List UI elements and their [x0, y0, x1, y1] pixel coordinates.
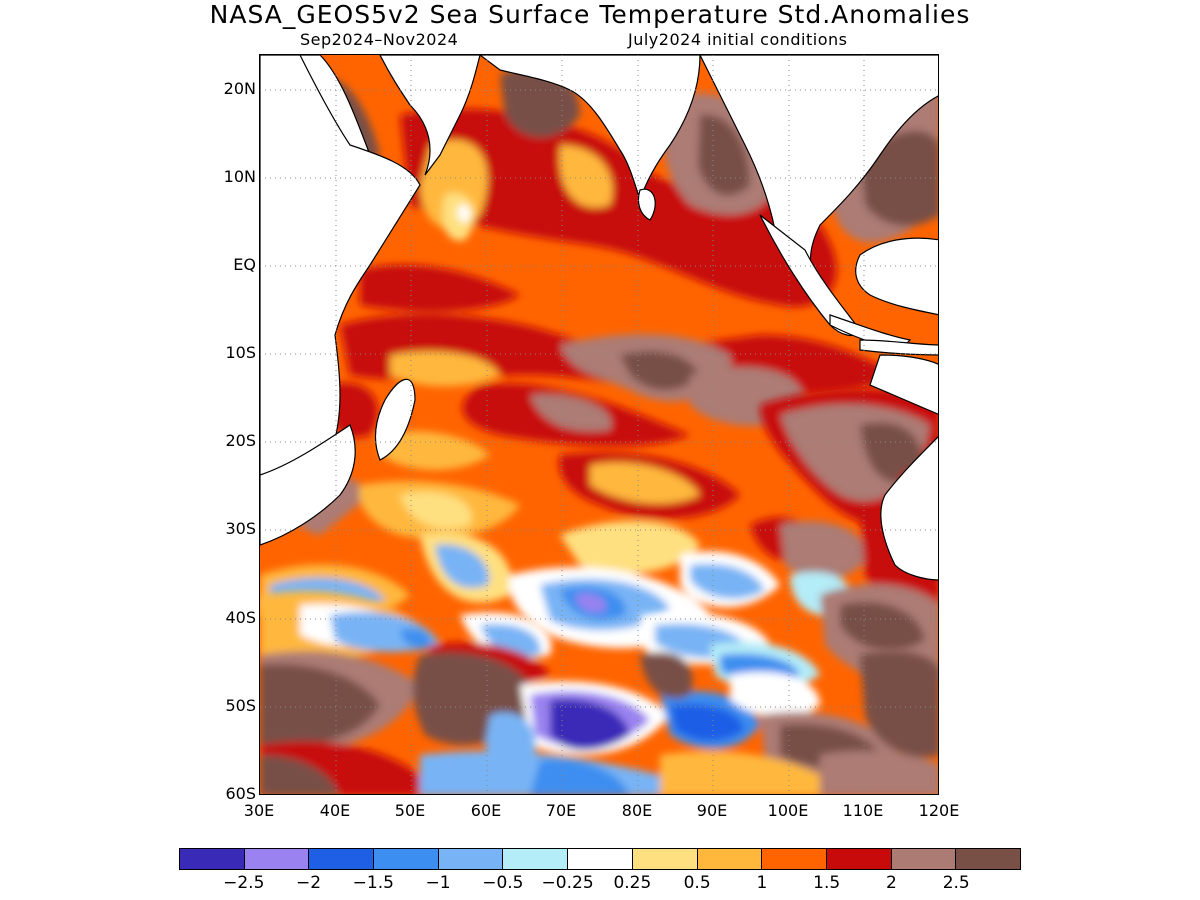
lat-label-30s: 30S — [225, 519, 256, 538]
lon-label-100e: 100E — [767, 801, 809, 820]
initial-conditions: July2024 initial conditions — [628, 30, 848, 49]
lat-label-10s: 10S — [225, 343, 256, 362]
colorbar-swatch — [309, 849, 375, 869]
land — [260, 55, 938, 581]
lon-label-30e: 30E — [243, 801, 275, 820]
colorbar-swatch — [826, 849, 892, 869]
colorbar-swatch — [438, 849, 504, 869]
colorbar-label: 1.5 — [813, 873, 841, 893]
colorbar — [179, 848, 1021, 870]
south-anomalies — [260, 388, 938, 683]
colorbar-label: −2 — [296, 873, 322, 893]
lon-label-70e: 70E — [545, 801, 577, 820]
colorbar-swatch — [180, 849, 245, 869]
colorbar-swatch — [762, 849, 827, 869]
lon-label-110e: 110E — [842, 801, 884, 820]
colorbar-swatch — [244, 849, 310, 869]
lon-label-80e: 80E — [621, 801, 653, 820]
colorbar-label: 0.5 — [683, 873, 711, 893]
colorbar-label: −0.25 — [541, 873, 594, 893]
lat-label-60s: 60S — [225, 784, 256, 803]
colorbar-label: 2 — [886, 873, 897, 893]
lat-label-50s: 50S — [225, 696, 256, 715]
lat-label-eq: EQ — [233, 255, 256, 274]
colorbar-swatch — [632, 849, 698, 869]
southern-ocean-anomalies — [260, 591, 938, 794]
lat-label-20s: 20S — [225, 431, 256, 450]
lon-label-120e: 120E — [918, 801, 960, 820]
colorbar-label: −2.5 — [223, 873, 265, 893]
forecast-period: Sep2024–Nov2024 — [300, 30, 459, 49]
colorbar-swatch — [374, 849, 439, 869]
colorbar-swatch — [891, 849, 957, 869]
lon-label-50e: 50E — [394, 801, 426, 820]
colorbar-label: 2.5 — [942, 873, 970, 893]
chart-title: NASA_GEOS5v2 Sea Surface Temperature Std… — [209, 0, 971, 29]
lon-label-60e: 60E — [470, 801, 502, 820]
colorbar-swatch — [956, 849, 1020, 869]
lat-label-40s: 40S — [225, 608, 256, 627]
lon-label-90e: 90E — [696, 801, 728, 820]
colorbar-swatch — [568, 849, 633, 869]
colorbar-label: −0.5 — [482, 873, 524, 893]
anomaly-field — [260, 55, 938, 794]
colorbar-label: 1 — [756, 873, 768, 893]
colorbar-label: −1 — [425, 873, 451, 893]
colorbar-label: 0.25 — [613, 873, 652, 893]
anomaly-map — [259, 54, 939, 795]
graticule — [260, 55, 938, 794]
lon-label-40e: 40E — [319, 801, 351, 820]
lat-label-20n: 20N — [223, 79, 256, 98]
colorbar-label: −1.5 — [352, 873, 394, 893]
colorbar-swatch — [697, 849, 763, 869]
colorbar-swatch — [503, 849, 569, 869]
lat-label-10n: 10N — [223, 167, 256, 186]
